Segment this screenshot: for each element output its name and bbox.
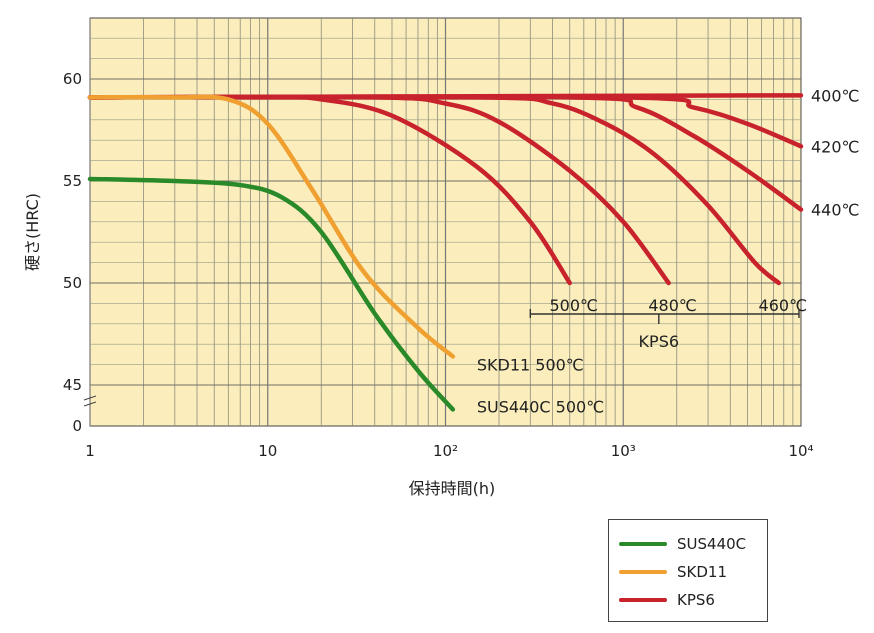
- curve-label: 460℃: [759, 296, 808, 315]
- x-tick-label: 10³: [611, 442, 636, 460]
- legend-label: SUS440C: [677, 535, 747, 553]
- curve-label: 500℃: [549, 296, 598, 315]
- x-tick-label: 10⁴: [788, 442, 813, 460]
- y-tick-label: 0: [72, 417, 82, 435]
- series-line-sus440c: [87, 176, 456, 412]
- legend-item-skd11: SKD11: [619, 561, 727, 583]
- kps6-group-label: KPS6: [639, 332, 679, 351]
- curve-label: SUS440C 500℃: [477, 397, 604, 416]
- y-tick-label: 55: [63, 172, 82, 190]
- ticks: 1 10 10² 10³ 10⁴ 0 45 50 55 60: [63, 70, 814, 460]
- y-tick-label: 50: [63, 274, 82, 292]
- series-line-skd11: [87, 94, 456, 359]
- y-axis-title: 硬さ(HRC): [23, 193, 42, 271]
- legend-swatch: [619, 542, 667, 546]
- curves: [87, 93, 804, 412]
- curve-label: 480℃: [648, 296, 697, 315]
- legend-label: KPS6: [677, 591, 715, 609]
- legend: SUS440C SKD11 KPS6: [608, 519, 768, 622]
- legend-item-kps6: KPS6: [619, 589, 715, 611]
- curve-label: 400℃: [811, 86, 860, 105]
- x-axis-title: 保持時間(h): [409, 479, 496, 498]
- annotations: SKD11 500℃ SUS440C 500℃ 500℃ 480℃ 460℃ 400℃ 42…: [477, 86, 860, 416]
- y-tick-label: 45: [63, 376, 82, 394]
- curve-label: 440℃: [811, 201, 860, 220]
- legend-swatch: [619, 598, 667, 602]
- grid: [83, 18, 801, 426]
- curve-label: 420℃: [811, 137, 860, 156]
- legend-item-sus440c: SUS440C: [619, 533, 746, 555]
- axis-break-mark: [83, 401, 97, 407]
- curve-label: SKD11 500℃: [477, 355, 584, 374]
- axis-break-mark: [83, 395, 97, 401]
- x-tick-label: 10: [258, 442, 277, 460]
- legend-label: SKD11: [677, 563, 727, 581]
- x-tick-label: 10²: [433, 442, 458, 460]
- x-tick-label: 1: [85, 442, 95, 460]
- legend-swatch: [619, 570, 667, 574]
- y-tick-label: 60: [63, 70, 82, 88]
